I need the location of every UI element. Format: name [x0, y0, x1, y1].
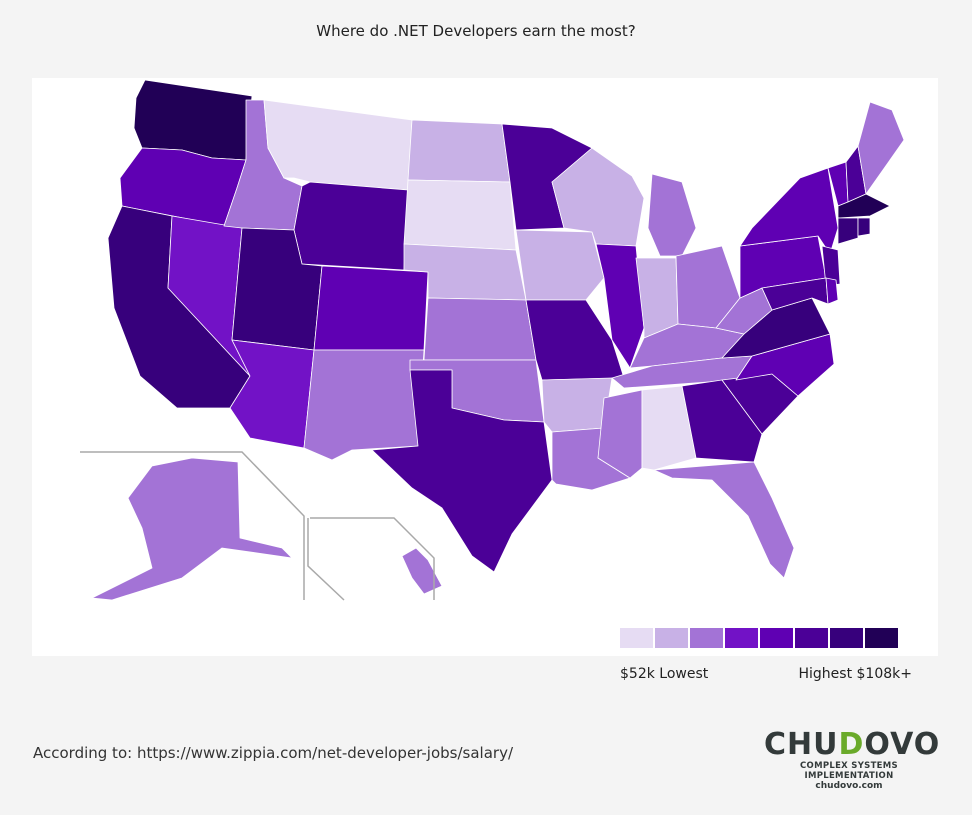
state-ga	[681, 379, 763, 463]
state-wa	[133, 79, 253, 161]
state-wy	[293, 181, 409, 271]
logo-name-accent: D	[838, 727, 865, 762]
state-mi	[647, 173, 697, 257]
state-nm	[303, 349, 425, 461]
alaska-inset-border	[80, 451, 305, 600]
hawaii-inset-border	[310, 517, 435, 600]
hawaii-inset-left	[307, 518, 345, 601]
state-ct	[837, 217, 859, 245]
legend-swatch	[865, 628, 898, 648]
state-ia	[515, 229, 605, 301]
legend-swatch	[725, 628, 758, 648]
map-panel	[32, 78, 938, 656]
legend-swatch	[760, 628, 793, 648]
legend-swatch	[690, 628, 723, 648]
state-fl	[653, 461, 795, 579]
legend-high-label: Highest $108k+	[798, 666, 913, 682]
state-me	[857, 101, 905, 195]
state-ms	[597, 389, 643, 479]
legend-swatches	[620, 628, 900, 648]
logo-name-part1: CHU	[764, 727, 839, 762]
state-de	[825, 277, 839, 305]
chudovo-logo: CHUDOVO COMPLEX SYSTEMS IMPLEMENTATION c…	[764, 727, 939, 792]
state-ks	[423, 297, 537, 361]
chart-title: Where do .NET Developers earn the most?	[316, 22, 636, 40]
source-citation: According to: https://www.zippia.com/net…	[33, 744, 513, 762]
state-hi	[401, 547, 443, 595]
state-nj	[821, 245, 841, 287]
state-ny	[739, 167, 839, 255]
logo-name-part2: OVO	[864, 727, 941, 762]
state-nd	[407, 119, 511, 183]
legend-swatch	[795, 628, 828, 648]
legend-swatch	[655, 628, 688, 648]
state-al	[641, 385, 697, 471]
logo-wordmark: CHUDOVO	[764, 727, 939, 762]
state-md	[761, 277, 829, 311]
legend-low-label: $52k Lowest	[620, 666, 709, 682]
state-ak	[91, 457, 293, 601]
state-sd	[403, 179, 517, 251]
logo-url: chudovo.com	[815, 781, 883, 791]
legend-swatch	[620, 628, 653, 648]
state-mt	[263, 99, 413, 191]
state-tx	[371, 369, 553, 573]
us-choropleth-map	[80, 79, 905, 601]
logo-tagline: COMPLEX SYSTEMS IMPLEMENTATION	[800, 761, 898, 781]
state-co	[313, 265, 429, 351]
legend-swatch	[830, 628, 863, 648]
state-az	[229, 339, 315, 449]
state-ri	[857, 217, 871, 237]
